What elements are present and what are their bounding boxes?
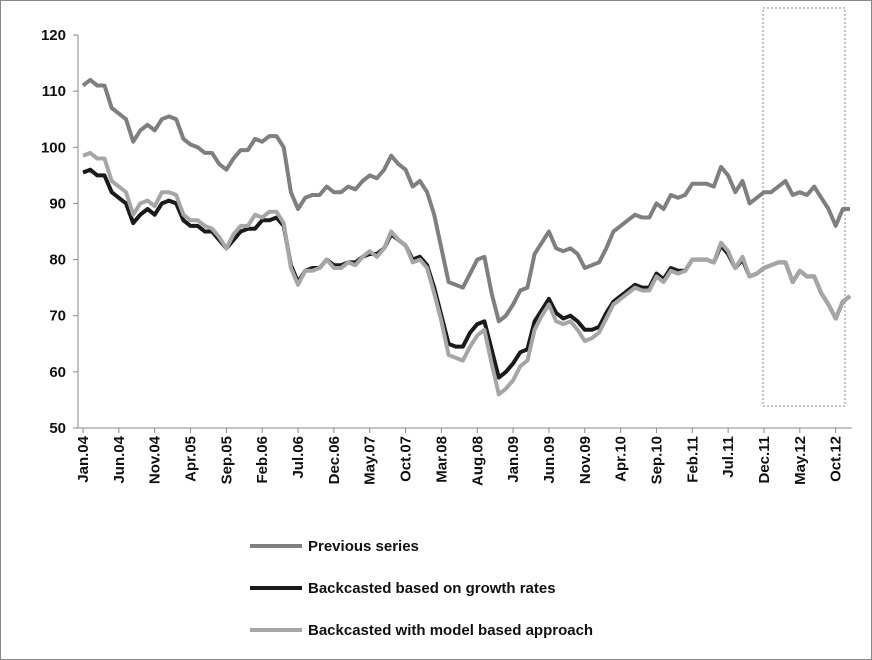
x-tick-label: Aug.08: [469, 436, 486, 486]
legend-label: Previous series: [308, 538, 419, 555]
x-tick-label: Nov.09: [577, 436, 594, 484]
series-line: [82, 167, 852, 380]
x-tick-label: Apr.10: [613, 436, 630, 482]
x-tick-label: Mar.08: [433, 436, 450, 483]
x-tick-label: Oct.12: [828, 436, 845, 482]
y-tick-label: 70: [49, 308, 66, 325]
y-tick-label: 60: [49, 364, 66, 381]
x-tick-label: Dec.06: [326, 436, 343, 484]
x-tick-label: Apr.05: [183, 436, 200, 482]
series-line: [81, 77, 850, 324]
x-tick-label: May.12: [792, 436, 809, 485]
y-tick-label: 100: [41, 139, 66, 156]
x-tick-label: Jun.09: [541, 436, 558, 484]
x-tick-label: May.07: [362, 436, 379, 485]
x-tick-label: Oct.07: [398, 436, 415, 482]
x-tick-label: Feb.11: [684, 436, 701, 483]
x-tick-label: Nov.04: [147, 435, 164, 484]
x-tick-label: Sep.10: [648, 436, 665, 484]
x-tick-label: Sep.05: [218, 436, 235, 484]
y-tick-label: 80: [49, 252, 66, 269]
x-tick-label: Jul.06: [290, 436, 307, 479]
highlight-box: [762, 7, 846, 407]
y-tick-label: 120: [41, 27, 66, 44]
y-tick-label: 90: [49, 195, 66, 212]
x-tick-label: Jan.04: [75, 435, 92, 482]
x-tick-label: Jun.04: [111, 435, 128, 483]
x-tick-label: Feb.06: [254, 436, 271, 484]
x-tick-label: Jan.09: [505, 436, 522, 483]
legend-label: Backcasted based on growth rates: [308, 580, 556, 597]
legend-label: Backcasted with model based approach: [308, 622, 593, 639]
series-line: [82, 150, 852, 397]
x-tick-label: Jul.11: [720, 436, 737, 478]
y-tick-label: 50: [49, 420, 66, 437]
y-tick-label: 110: [42, 83, 66, 100]
x-tick-label: Dec.11: [756, 436, 773, 484]
